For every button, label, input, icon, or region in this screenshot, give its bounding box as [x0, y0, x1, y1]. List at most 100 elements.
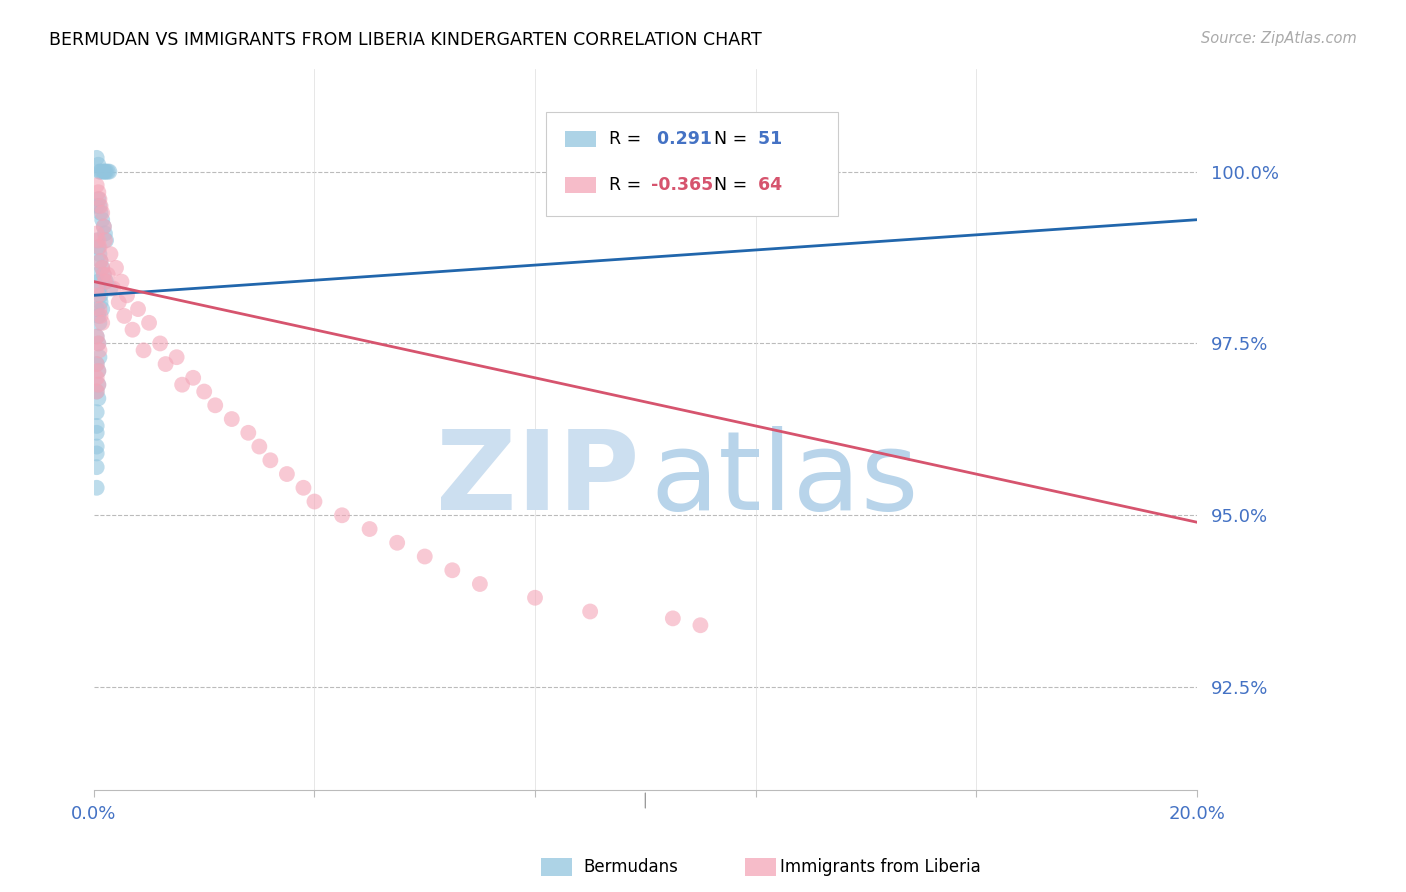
Point — [181, 371, 204, 385]
Point — [89, 164, 111, 178]
Point — [662, 611, 685, 625]
Point — [678, 144, 700, 158]
Point — [87, 192, 110, 206]
Text: Bermudans: Bermudans — [583, 858, 678, 876]
Point — [89, 350, 111, 364]
Text: 0.291: 0.291 — [651, 129, 711, 148]
Point — [304, 494, 326, 508]
Text: 51: 51 — [752, 129, 783, 148]
Point — [93, 268, 115, 282]
Point — [276, 467, 298, 481]
Point — [89, 343, 111, 358]
Point — [91, 316, 114, 330]
Point — [87, 309, 110, 323]
Point — [121, 323, 143, 337]
Point — [90, 206, 112, 220]
Point — [172, 377, 194, 392]
Point — [91, 302, 114, 317]
Point — [413, 549, 436, 564]
FancyBboxPatch shape — [546, 112, 838, 217]
Point — [247, 440, 270, 454]
Point — [132, 343, 155, 358]
Point — [87, 364, 110, 378]
Text: R =: R = — [609, 177, 647, 194]
Point — [87, 275, 110, 289]
Point — [100, 281, 122, 295]
Point — [87, 336, 110, 351]
Point — [87, 158, 110, 172]
Point — [110, 275, 132, 289]
Point — [89, 302, 111, 317]
Point — [97, 164, 120, 178]
Point — [90, 254, 112, 268]
Point — [90, 295, 112, 310]
Point — [107, 295, 129, 310]
Point — [86, 329, 108, 343]
Point — [112, 309, 135, 323]
Point — [86, 405, 108, 419]
Point — [98, 164, 121, 178]
Point — [86, 357, 108, 371]
Text: ZIP: ZIP — [436, 426, 640, 533]
Point — [115, 288, 138, 302]
Point — [93, 219, 115, 234]
Point — [87, 336, 110, 351]
Point — [689, 618, 711, 632]
Point — [292, 481, 315, 495]
Point — [94, 164, 117, 178]
Point — [441, 563, 464, 577]
Point — [330, 508, 353, 523]
Text: R =: R = — [609, 129, 647, 148]
Text: BERMUDAN VS IMMIGRANTS FROM LIBERIA KINDERGARTEN CORRELATION CHART: BERMUDAN VS IMMIGRANTS FROM LIBERIA KIND… — [49, 31, 762, 49]
Point — [94, 233, 117, 247]
Text: N =: N = — [703, 177, 752, 194]
Point — [104, 260, 127, 275]
Point — [238, 425, 260, 440]
Text: N =: N = — [703, 129, 752, 148]
Point — [89, 199, 111, 213]
Point — [87, 240, 110, 254]
Point — [87, 392, 110, 406]
Point — [87, 364, 110, 378]
Point — [86, 440, 108, 454]
Point — [359, 522, 381, 536]
Text: 64: 64 — [752, 177, 782, 194]
Point — [385, 535, 408, 549]
Point — [579, 605, 602, 619]
Point — [90, 309, 112, 323]
Point — [166, 350, 188, 364]
Point — [87, 288, 110, 302]
Point — [94, 275, 117, 289]
Point — [87, 186, 110, 200]
Point — [89, 240, 111, 254]
Text: Immigrants from Liberia: Immigrants from Liberia — [780, 858, 981, 876]
Point — [86, 384, 108, 399]
Point — [93, 164, 115, 178]
Point — [86, 481, 108, 495]
Point — [90, 199, 112, 213]
Point — [89, 192, 111, 206]
Point — [87, 233, 110, 247]
Point — [94, 227, 117, 241]
Point — [91, 260, 114, 275]
Point — [86, 460, 108, 475]
Point — [94, 233, 117, 247]
Point — [90, 254, 112, 268]
Point — [204, 398, 226, 412]
Text: Source: ZipAtlas.com: Source: ZipAtlas.com — [1201, 31, 1357, 46]
Point — [89, 247, 111, 261]
Point — [86, 233, 108, 247]
Text: -0.365: -0.365 — [651, 177, 713, 194]
Point — [149, 336, 172, 351]
Point — [90, 288, 112, 302]
Point — [86, 178, 108, 193]
Point — [100, 247, 122, 261]
Point — [91, 164, 114, 178]
Point — [155, 357, 177, 371]
Point — [193, 384, 215, 399]
Point — [94, 164, 117, 178]
Point — [127, 302, 149, 317]
Text: atlas: atlas — [651, 426, 920, 533]
Point — [89, 316, 111, 330]
Point — [86, 227, 108, 241]
